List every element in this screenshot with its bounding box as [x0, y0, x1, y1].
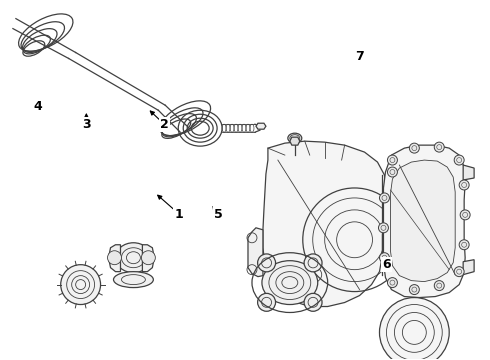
Circle shape — [388, 155, 397, 165]
Circle shape — [434, 142, 444, 152]
Circle shape — [304, 254, 322, 272]
Polygon shape — [108, 245, 121, 272]
Circle shape — [460, 210, 470, 220]
Circle shape — [409, 143, 419, 153]
Circle shape — [258, 293, 275, 311]
Ellipse shape — [114, 272, 153, 288]
Polygon shape — [256, 123, 266, 129]
Polygon shape — [248, 228, 263, 276]
Circle shape — [454, 267, 464, 276]
Circle shape — [388, 278, 397, 288]
Circle shape — [379, 298, 449, 360]
Circle shape — [379, 193, 390, 203]
Polygon shape — [143, 245, 154, 272]
Ellipse shape — [288, 133, 302, 143]
Polygon shape — [384, 145, 465, 298]
Circle shape — [409, 285, 419, 294]
Circle shape — [388, 167, 397, 177]
Polygon shape — [463, 260, 474, 275]
Polygon shape — [391, 160, 455, 282]
Text: 7: 7 — [355, 50, 364, 63]
Circle shape — [378, 223, 389, 233]
Circle shape — [434, 280, 444, 291]
Circle shape — [61, 265, 100, 305]
Circle shape — [459, 240, 469, 250]
Circle shape — [379, 253, 390, 263]
Text: 5: 5 — [214, 208, 222, 221]
Circle shape — [258, 254, 275, 272]
Polygon shape — [290, 137, 300, 145]
Circle shape — [304, 293, 322, 311]
Circle shape — [454, 155, 464, 165]
Text: 1: 1 — [175, 208, 183, 221]
Text: 6: 6 — [382, 258, 391, 271]
Text: 2: 2 — [160, 118, 169, 131]
Circle shape — [107, 251, 122, 265]
Polygon shape — [463, 165, 474, 180]
Circle shape — [459, 180, 469, 190]
Circle shape — [142, 251, 155, 265]
Text: 4: 4 — [33, 100, 42, 113]
Ellipse shape — [262, 261, 318, 305]
Text: 3: 3 — [82, 118, 91, 131]
Ellipse shape — [116, 243, 151, 273]
Polygon shape — [263, 141, 387, 306]
